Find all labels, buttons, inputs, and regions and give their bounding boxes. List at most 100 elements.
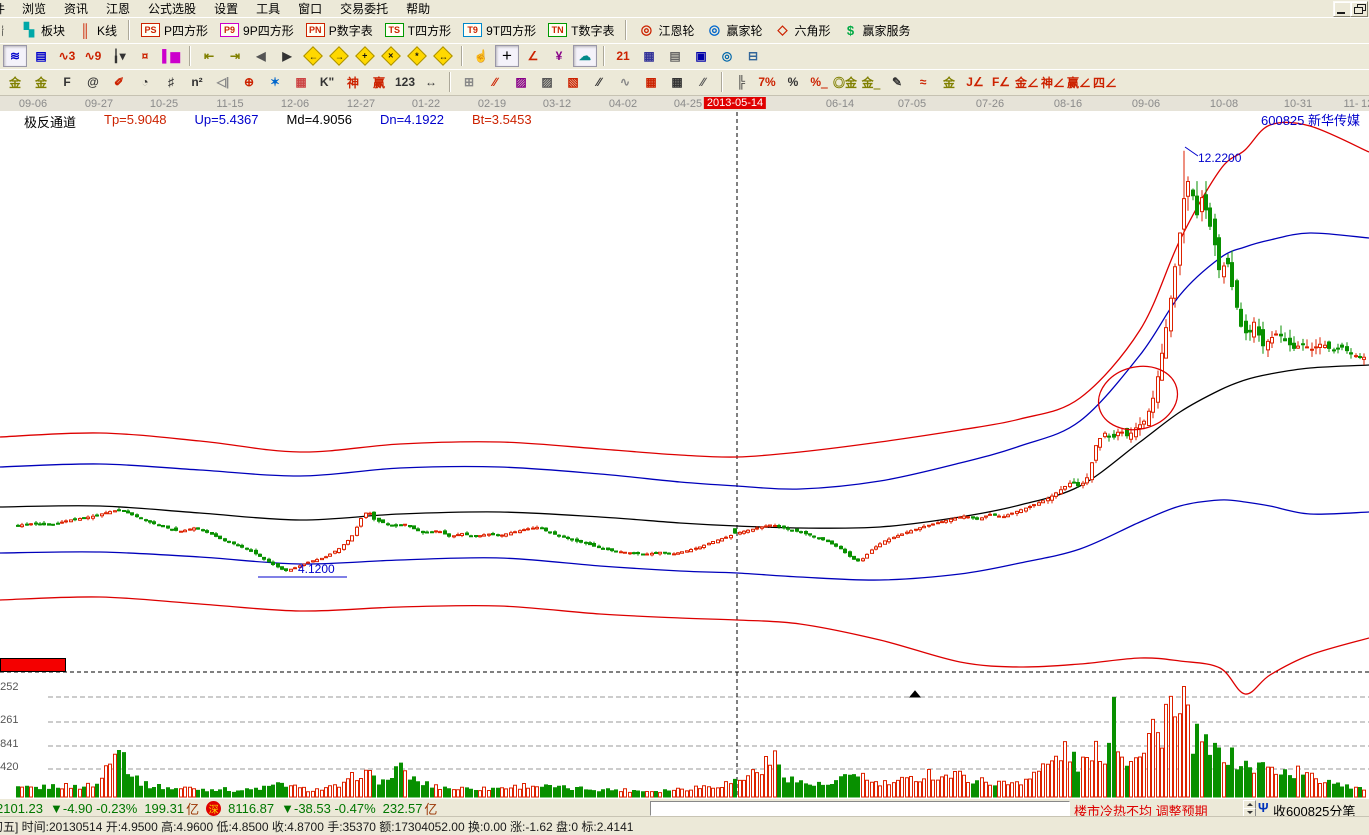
f-square-tool[interactable]: F <box>63 75 71 89</box>
grid-red-tool[interactable]: ▦ <box>645 75 657 89</box>
t9-square-button[interactable]: T9 9T四方形 <box>457 21 542 40</box>
tick-ruler-tool[interactable]: ♯ <box>168 75 174 89</box>
clipped-menu-item[interactable]: 件 <box>0 0 9 17</box>
snowflake-tool[interactable]: ✶ <box>269 75 281 89</box>
annotation-ellipse <box>1097 365 1179 431</box>
next-bar-button[interactable]: ▶ <box>282 49 292 63</box>
width-measure-tool[interactable]: ↔ <box>425 75 437 89</box>
news-spinner[interactable] <box>1243 800 1256 817</box>
band-top <box>0 121 1369 458</box>
network-button[interactable]: ◎ <box>721 49 733 63</box>
kline-button[interactable]: ║ K线 <box>71 21 123 40</box>
status-bar-indices: 2101.23 ▼-4.90 -0.23% 199.31 亿 深 8116.87… <box>0 798 1369 819</box>
printer-button[interactable]: ⊟ <box>747 49 759 63</box>
gann-wheel-button[interactable]: ◎ 江恩轮 <box>632 21 700 40</box>
save-button[interactable]: ▣ <box>695 49 707 63</box>
gann-grid-tool[interactable]: ¥ <box>555 49 563 63</box>
fan-dark-tool[interactable]: ∕∕ <box>596 75 601 89</box>
hexagon-button[interactable]: ◇ 六角形 <box>768 21 836 40</box>
crosshair-tool[interactable]: + <box>495 45 519 67</box>
zigzag-tool[interactable]: ∿ <box>619 75 631 89</box>
wave-3-tool[interactable]: ∿3 <box>58 49 76 63</box>
dot-grid-tool[interactable]: ▦ <box>295 75 307 89</box>
wave-9-tool[interactable]: ∿9 <box>84 49 102 63</box>
spiral-tool[interactable]: @ <box>87 75 99 89</box>
p-square-button[interactable]: PS P四方形 <box>135 21 214 40</box>
last-bar-button[interactable]: ⇥ <box>229 49 241 63</box>
menu-browse[interactable]: 浏览 <box>22 2 47 16</box>
pattern-tool[interactable]: ¤ <box>141 49 149 63</box>
percent-red-tool[interactable]: 7% <box>758 75 776 89</box>
gold-circle-tool[interactable]: ◎金 <box>833 75 858 90</box>
si-angle-tool[interactable]: 四∠ <box>1093 75 1118 90</box>
t-table-button[interactable]: TN T数字表 <box>542 21 620 40</box>
rocket-tool[interactable]: ✐ <box>113 75 125 89</box>
n-squared-tool[interactable]: n² <box>191 75 203 89</box>
menu-gann[interactable]: 江恩 <box>106 2 131 16</box>
winner-service-button[interactable]: $ 赢家服务 <box>837 21 917 40</box>
shen-angle-tool[interactable]: 神∠ <box>1041 75 1066 90</box>
ying-grid-tool[interactable]: 赢 <box>372 75 385 90</box>
first-bar-button[interactable]: ⇤ <box>203 49 215 63</box>
gold-square2-tool[interactable]: 金 <box>34 75 47 90</box>
prev-bar-button[interactable]: ◀ <box>256 49 266 63</box>
band-lower <box>0 499 1369 581</box>
date-tick-current: 2013-05-14 <box>703 97 767 109</box>
p-table-button[interactable]: PN P数字表 <box>300 21 379 40</box>
gold-lines-tool[interactable]: 金‗ <box>861 75 881 90</box>
menu-info[interactable]: 资讯 <box>64 2 89 16</box>
menu-formula-stock[interactable]: 公式选股 <box>148 2 197 16</box>
candle-style-dropdown[interactable]: ╽▾ <box>112 49 126 63</box>
winner-wheel-button[interactable]: ◎ 赢家轮 <box>700 21 768 40</box>
fan-red-tool[interactable]: ∕∕ <box>492 75 497 89</box>
t-square-button[interactable]: TS T四方形 <box>379 21 457 40</box>
clipped-toolbar-button[interactable]: 情 <box>2 22 12 39</box>
ying-angle-tool[interactable]: 赢∠ <box>1067 75 1092 90</box>
formula-list[interactable]: ▤ <box>35 49 47 63</box>
stat-bars-tool[interactable]: ╠ <box>736 75 746 89</box>
k-measure-tool[interactable]: K" <box>319 75 335 89</box>
box-red-tool[interactable]: ▧ <box>567 75 579 89</box>
gold-angle-tool[interactable]: 金∠ <box>1015 75 1040 90</box>
tick-feed-label[interactable]: 收600825分笔 <box>1273 804 1356 819</box>
window-restore-button[interactable] <box>1350 1 1368 17</box>
circle-cross-tool[interactable]: ⊕ <box>243 75 255 89</box>
date-tick: 12-06 <box>280 98 310 110</box>
calendar-button[interactable]: 21 <box>616 49 630 63</box>
red-wave-tool[interactable]: ≈ <box>919 75 927 89</box>
color-histogram-tool[interactable]: ▌▆ <box>162 49 180 63</box>
grid-dark-tool[interactable]: ▦ <box>671 75 683 89</box>
menu-help[interactable]: 帮助 <box>406 2 431 16</box>
mirror-fold-tool[interactable]: ◁| <box>216 75 230 89</box>
slash-pair-tool[interactable]: ∕∕ <box>700 75 705 89</box>
p9-square-button[interactable]: P9 9P四方形 <box>214 21 300 40</box>
measure-pencil-tool[interactable]: ✎ <box>891 75 903 89</box>
toolbar-separator <box>449 72 451 92</box>
j-angle-tool[interactable]: J∠ <box>966 75 984 89</box>
gold-square-tool[interactable]: 金 <box>8 75 21 90</box>
brain-tool[interactable]: ☁ <box>573 45 597 67</box>
percent-tool[interactable]: % <box>787 75 799 89</box>
calculator-button[interactable]: ▦ <box>643 49 655 63</box>
menu-window[interactable]: 窗口 <box>298 2 323 16</box>
grid-purple-tool[interactable]: ▨ <box>515 75 527 89</box>
menu-tools[interactable]: 工具 <box>256 2 281 16</box>
sector-button[interactable]: ▚ 板块 <box>15 21 71 40</box>
angle-tool[interactable]: ∠ <box>527 49 539 63</box>
f-angle-tool[interactable]: F∠ <box>991 75 1011 89</box>
hand-tool[interactable]: ☝ <box>473 49 489 63</box>
menu-trade[interactable]: 交易委托 <box>340 2 389 16</box>
gold-level-tool[interactable]: 金 <box>942 75 955 90</box>
notes-button[interactable]: ▤ <box>669 49 681 63</box>
menu-settings[interactable]: 设置 <box>214 2 239 16</box>
window-grid-tool[interactable]: ⊞ <box>463 75 475 89</box>
shen-grid-tool[interactable]: 神 <box>346 75 359 90</box>
grid-shadow-tool[interactable]: ▨ <box>541 75 553 89</box>
percent-baseline-tool[interactable]: %‗ <box>810 75 828 89</box>
time-circle-tool[interactable]: ◔ <box>141 75 149 89</box>
wave-tool[interactable]: ≋ <box>3 45 27 67</box>
status-input-field[interactable] <box>650 801 1070 816</box>
sh-index-change: ▼-4.90 -0.23% <box>50 800 138 816</box>
abacus-123-tool[interactable]: 123 <box>394 75 416 89</box>
